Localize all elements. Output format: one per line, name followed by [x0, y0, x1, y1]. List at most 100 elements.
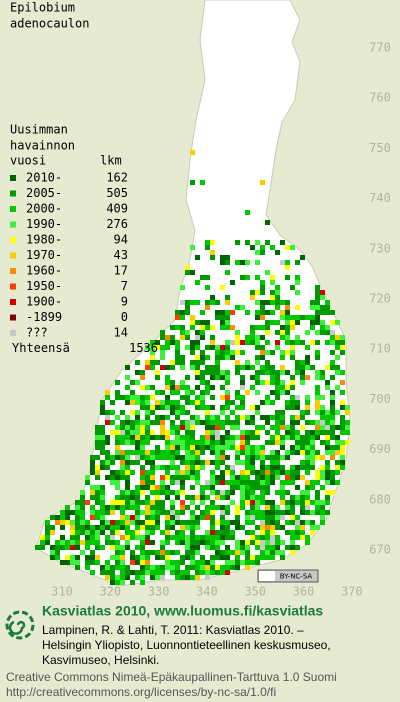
- record-square: [315, 490, 320, 495]
- record-square: [280, 300, 285, 305]
- record-square: [115, 550, 120, 555]
- record-square: [95, 560, 100, 565]
- record-square: [120, 565, 125, 570]
- record-square: [115, 415, 120, 420]
- record-square: [310, 500, 315, 505]
- record-square: [145, 450, 150, 455]
- record-square: [280, 445, 285, 450]
- record-square: [150, 450, 155, 455]
- record-square: [215, 450, 220, 455]
- record-square: [325, 470, 330, 475]
- record-square: [230, 520, 235, 525]
- record-square: [105, 420, 110, 425]
- record-square: [220, 455, 225, 460]
- record-square: [175, 575, 180, 580]
- record-square: [230, 440, 235, 445]
- record-square: [145, 345, 150, 350]
- record-square: [325, 425, 330, 430]
- record-square: [305, 375, 310, 380]
- record-square: [45, 530, 50, 535]
- record-square: [180, 410, 185, 415]
- record-square: [200, 460, 205, 465]
- record-square: [150, 550, 155, 555]
- record-square: [255, 450, 260, 455]
- record-square: [220, 495, 225, 500]
- record-square: [185, 375, 190, 380]
- record-square: [210, 385, 215, 390]
- record-square: [225, 315, 230, 320]
- record-square: [145, 415, 150, 420]
- record-square: [270, 290, 275, 295]
- record-square: [255, 275, 260, 280]
- record-square: [275, 505, 280, 510]
- record-square: [225, 390, 230, 395]
- record-square: [320, 305, 325, 310]
- record-square: [160, 530, 165, 535]
- record-square: [195, 560, 200, 565]
- record-square: [305, 540, 310, 545]
- record-square: [270, 400, 275, 405]
- record-square: [155, 465, 160, 470]
- record-square: [205, 245, 210, 250]
- record-square: [235, 395, 240, 400]
- record-square: [210, 530, 215, 535]
- record-square: [170, 385, 175, 390]
- record-square: [210, 535, 215, 540]
- record-square: [120, 555, 125, 560]
- record-square: [305, 485, 310, 490]
- grid-label-y: 730: [369, 241, 391, 255]
- record-square: [115, 435, 120, 440]
- record-square: [150, 430, 155, 435]
- record-square: [340, 425, 345, 430]
- record-square: [220, 440, 225, 445]
- record-square: [140, 540, 145, 545]
- record-square: [235, 565, 240, 570]
- record-square: [195, 455, 200, 460]
- record-square: [215, 480, 220, 485]
- record-square: [145, 360, 150, 365]
- record-square: [300, 415, 305, 420]
- record-square: [270, 435, 275, 440]
- record-square: [185, 330, 190, 335]
- record-square: [265, 340, 270, 345]
- record-square: [115, 380, 120, 385]
- record-square: [180, 510, 185, 515]
- record-square: [110, 545, 115, 550]
- record-square: [100, 505, 105, 510]
- record-square: [315, 375, 320, 380]
- record-square: [200, 570, 205, 575]
- record-square: [150, 490, 155, 495]
- record-square: [175, 565, 180, 570]
- record-square: [80, 495, 85, 500]
- record-square: [325, 480, 330, 485]
- record-square: [115, 565, 120, 570]
- record-square: [160, 405, 165, 410]
- record-square: [175, 360, 180, 365]
- record-square: [285, 260, 290, 265]
- grid-label-y: 720: [369, 292, 391, 306]
- record-square: [235, 305, 240, 310]
- record-square: [210, 295, 215, 300]
- legend-heading: havainnon: [10, 139, 75, 153]
- record-square: [175, 450, 180, 455]
- record-square: [230, 500, 235, 505]
- citation: Helsingin Yliopisto, Luonnontieteellinen…: [42, 638, 331, 652]
- record-square: [340, 380, 345, 385]
- record-square: [210, 365, 215, 370]
- record-square: [100, 445, 105, 450]
- record-square: [160, 455, 165, 460]
- record-square: [325, 385, 330, 390]
- record-square: [165, 555, 170, 560]
- record-square: [45, 540, 50, 545]
- record-square: [145, 425, 150, 430]
- record-square: [335, 340, 340, 345]
- record-square: [290, 515, 295, 520]
- record-square: [130, 500, 135, 505]
- record-square: [240, 475, 245, 480]
- record-square: [260, 530, 265, 535]
- record-square: [305, 440, 310, 445]
- record-square: [180, 455, 185, 460]
- record-square: [285, 385, 290, 390]
- record-square: [140, 570, 145, 575]
- record-square: [160, 420, 165, 425]
